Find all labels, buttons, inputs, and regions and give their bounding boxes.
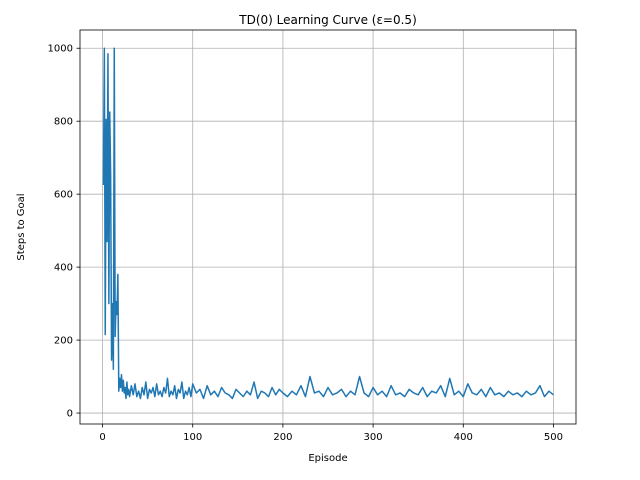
x-axis-label: Episode — [308, 453, 347, 464]
chart-title: TD(0) Learning Curve (ε=0.5) — [238, 13, 417, 27]
y-tick-label: 800 — [54, 117, 73, 128]
x-tick-label: 0 — [99, 432, 105, 443]
y-tick-label: 1000 — [48, 44, 73, 55]
x-tick-label: 100 — [183, 432, 202, 443]
x-tick-label: 400 — [454, 432, 473, 443]
grid — [80, 30, 576, 424]
y-tick-label: 200 — [54, 336, 73, 347]
y-tick-label: 400 — [54, 263, 73, 274]
x-tick-label: 200 — [273, 432, 292, 443]
series-line — [102, 47, 554, 400]
y-tick-label: 600 — [54, 190, 73, 201]
plot-frame — [79, 29, 577, 425]
x-tick-label: 500 — [544, 432, 563, 443]
y-tick-label: 0 — [67, 409, 73, 420]
ticks: 0 100 200 300 400 500 0 200 400 600 800 1000 — [48, 44, 563, 443]
x-tick-label: 300 — [364, 432, 383, 443]
series-layer — [102, 47, 554, 400]
y-axis-label: Steps to Goal — [16, 193, 27, 260]
